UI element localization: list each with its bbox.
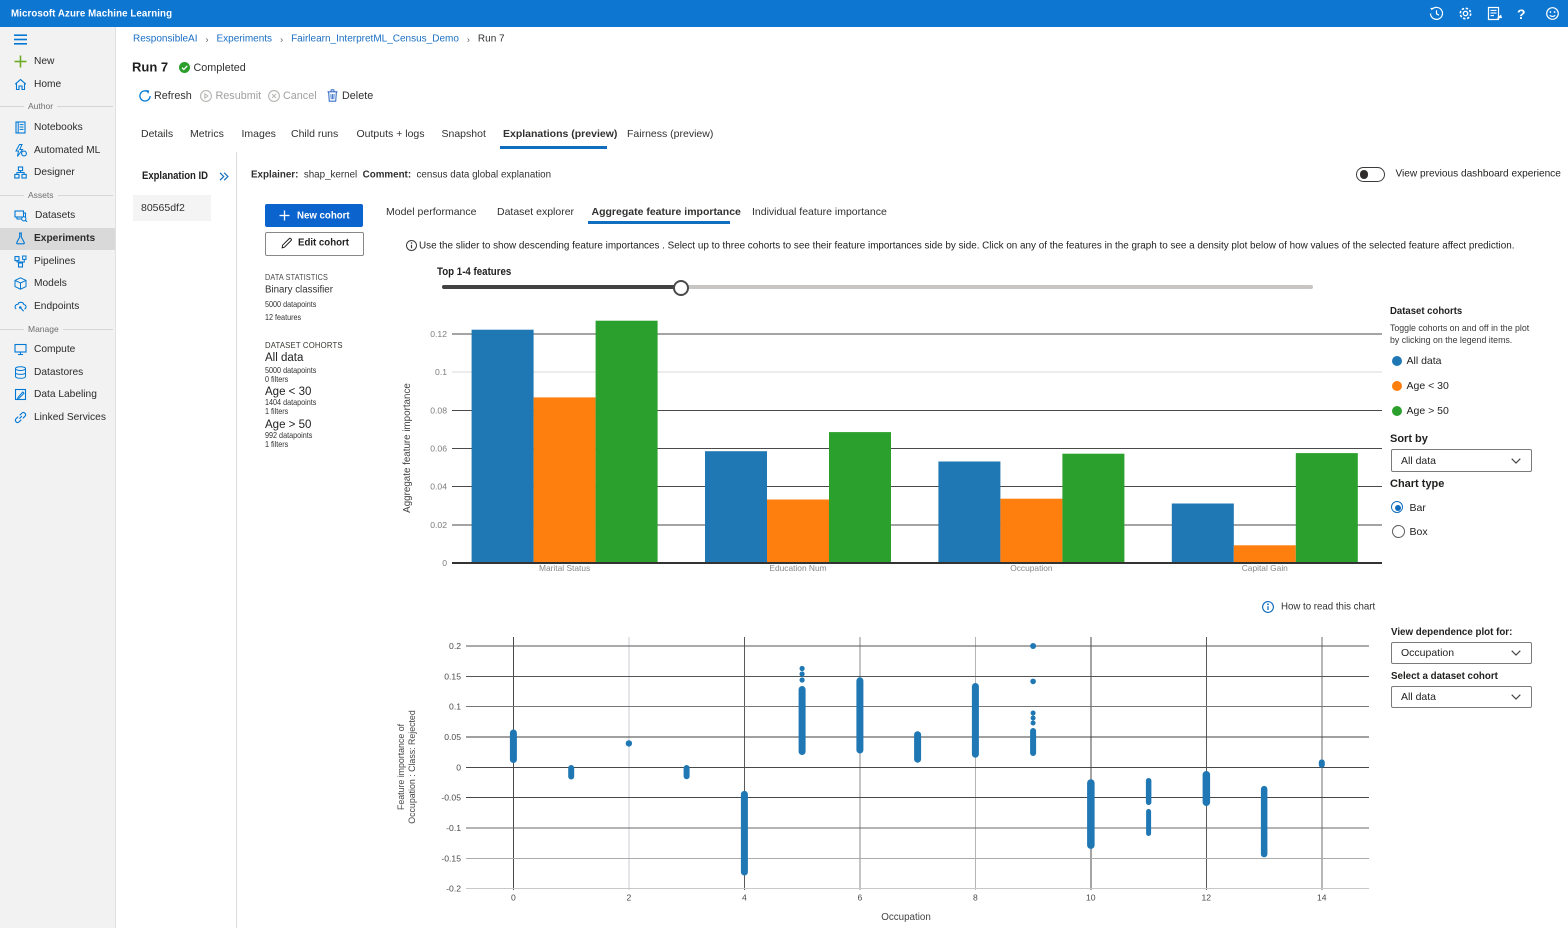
svg-text:10: 10 (1086, 893, 1096, 903)
svg-text:14: 14 (1317, 893, 1327, 903)
svg-text:12: 12 (1202, 893, 1212, 903)
svg-text:Aggregate feature importance: Aggregate feature importance (402, 383, 413, 513)
svg-text:8: 8 (973, 893, 978, 903)
svg-text:-0.2: -0.2 (446, 884, 461, 894)
svg-text:0: 0 (442, 558, 447, 568)
svg-text:Education Num: Education Num (769, 563, 826, 573)
svg-text:Occupation : Class: Rejected: Occupation : Class: Rejected (407, 710, 417, 824)
svg-text:Capital Gain: Capital Gain (1242, 563, 1288, 573)
svg-text:0.2: 0.2 (449, 641, 461, 651)
svg-text:0.1: 0.1 (435, 367, 447, 377)
svg-text:6: 6 (858, 893, 863, 903)
svg-text:0.06: 0.06 (430, 444, 447, 454)
svg-text:4: 4 (742, 893, 747, 903)
svg-text:Feature importance of: Feature importance of (396, 723, 406, 810)
svg-text:0.15: 0.15 (444, 671, 461, 681)
svg-text:0: 0 (456, 762, 461, 772)
svg-text:0.05: 0.05 (444, 732, 461, 742)
svg-text:-0.15: -0.15 (441, 853, 461, 863)
svg-text:Occupation: Occupation (881, 912, 931, 923)
svg-text:0.02: 0.02 (430, 520, 447, 530)
svg-text:Marital Status: Marital Status (539, 563, 590, 573)
svg-text:0.1: 0.1 (449, 702, 461, 712)
svg-text:0.08: 0.08 (430, 405, 447, 415)
svg-text:0.12: 0.12 (430, 329, 447, 339)
svg-text:2: 2 (627, 893, 632, 903)
svg-text:-0.1: -0.1 (446, 823, 461, 833)
svg-text:0: 0 (511, 893, 516, 903)
svg-text:Occupation: Occupation (1010, 563, 1053, 573)
svg-text:-0.05: -0.05 (441, 793, 461, 803)
svg-text:0.04: 0.04 (430, 482, 447, 492)
